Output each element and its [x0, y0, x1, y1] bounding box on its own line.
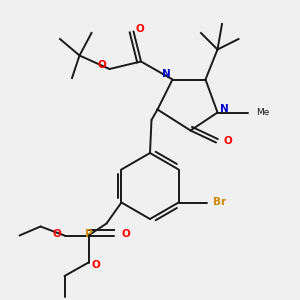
Text: P: P: [85, 229, 92, 239]
Text: O: O: [224, 136, 232, 146]
Text: Me: Me: [256, 108, 270, 117]
Text: O: O: [136, 23, 145, 34]
Text: O: O: [121, 229, 130, 239]
Text: O: O: [52, 229, 62, 239]
Text: N: N: [161, 69, 170, 79]
Text: O: O: [98, 60, 106, 70]
Text: Br: Br: [212, 197, 226, 207]
Text: N: N: [220, 104, 229, 115]
Text: O: O: [92, 260, 100, 271]
